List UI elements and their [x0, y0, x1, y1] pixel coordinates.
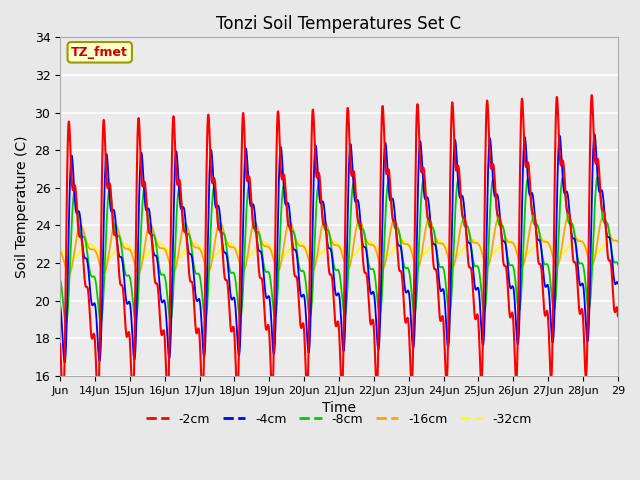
- Line: -16cm: -16cm: [60, 216, 618, 274]
- Line: -8cm: -8cm: [60, 177, 618, 323]
- -2cm: [56, 341, 64, 347]
- -32cm: [314, 253, 322, 259]
- -8cm: [325, 228, 333, 234]
- -16cm: [614, 239, 621, 245]
- -4cm: [325, 245, 333, 251]
- -16cm: [56, 248, 64, 254]
- -2cm: [325, 264, 333, 270]
- -4cm: [591, 132, 598, 137]
- -4cm: [144, 206, 152, 212]
- -2cm: [144, 219, 152, 225]
- -16cm: [65, 271, 73, 277]
- -16cm: [607, 235, 615, 241]
- -8cm: [594, 174, 602, 180]
- -8cm: [314, 183, 322, 189]
- -32cm: [56, 245, 64, 251]
- -32cm: [144, 251, 152, 257]
- -32cm: [608, 236, 616, 241]
- Line: -32cm: -32cm: [60, 239, 618, 259]
- -16cm: [144, 226, 152, 232]
- Line: -2cm: -2cm: [60, 95, 618, 404]
- -4cm: [314, 176, 322, 181]
- -8cm: [62, 320, 70, 326]
- -2cm: [614, 313, 621, 319]
- -4cm: [61, 360, 68, 365]
- -16cm: [552, 263, 560, 269]
- -32cm: [68, 256, 76, 262]
- -2cm: [314, 171, 322, 177]
- Y-axis label: Soil Temperature (C): Soil Temperature (C): [15, 135, 29, 278]
- -2cm: [552, 97, 560, 103]
- -32cm: [607, 236, 615, 242]
- -8cm: [56, 276, 64, 282]
- -2cm: [60, 401, 67, 407]
- Legend: -2cm, -4cm, -8cm, -16cm, -32cm: -2cm, -4cm, -8cm, -16cm, -32cm: [141, 408, 537, 431]
- -32cm: [325, 241, 333, 247]
- -16cm: [325, 228, 333, 234]
- -2cm: [607, 265, 615, 271]
- -4cm: [56, 303, 64, 309]
- -8cm: [552, 283, 560, 289]
- Title: Tonzi Soil Temperatures Set C: Tonzi Soil Temperatures Set C: [216, 15, 461, 33]
- Line: -4cm: -4cm: [60, 134, 618, 362]
- -32cm: [614, 240, 621, 245]
- -8cm: [144, 212, 152, 218]
- Text: TZ_fmet: TZ_fmet: [71, 46, 128, 59]
- -16cm: [600, 214, 607, 219]
- -16cm: [471, 240, 479, 246]
- -2cm: [588, 92, 596, 98]
- -4cm: [614, 280, 621, 286]
- -8cm: [607, 245, 615, 251]
- -32cm: [552, 250, 560, 256]
- -8cm: [614, 262, 621, 267]
- -2cm: [471, 313, 479, 319]
- -4cm: [552, 221, 560, 227]
- -32cm: [471, 238, 479, 243]
- -8cm: [471, 263, 479, 269]
- -4cm: [471, 283, 479, 289]
- X-axis label: Time: Time: [322, 401, 356, 415]
- -4cm: [607, 247, 615, 252]
- -16cm: [314, 246, 322, 252]
